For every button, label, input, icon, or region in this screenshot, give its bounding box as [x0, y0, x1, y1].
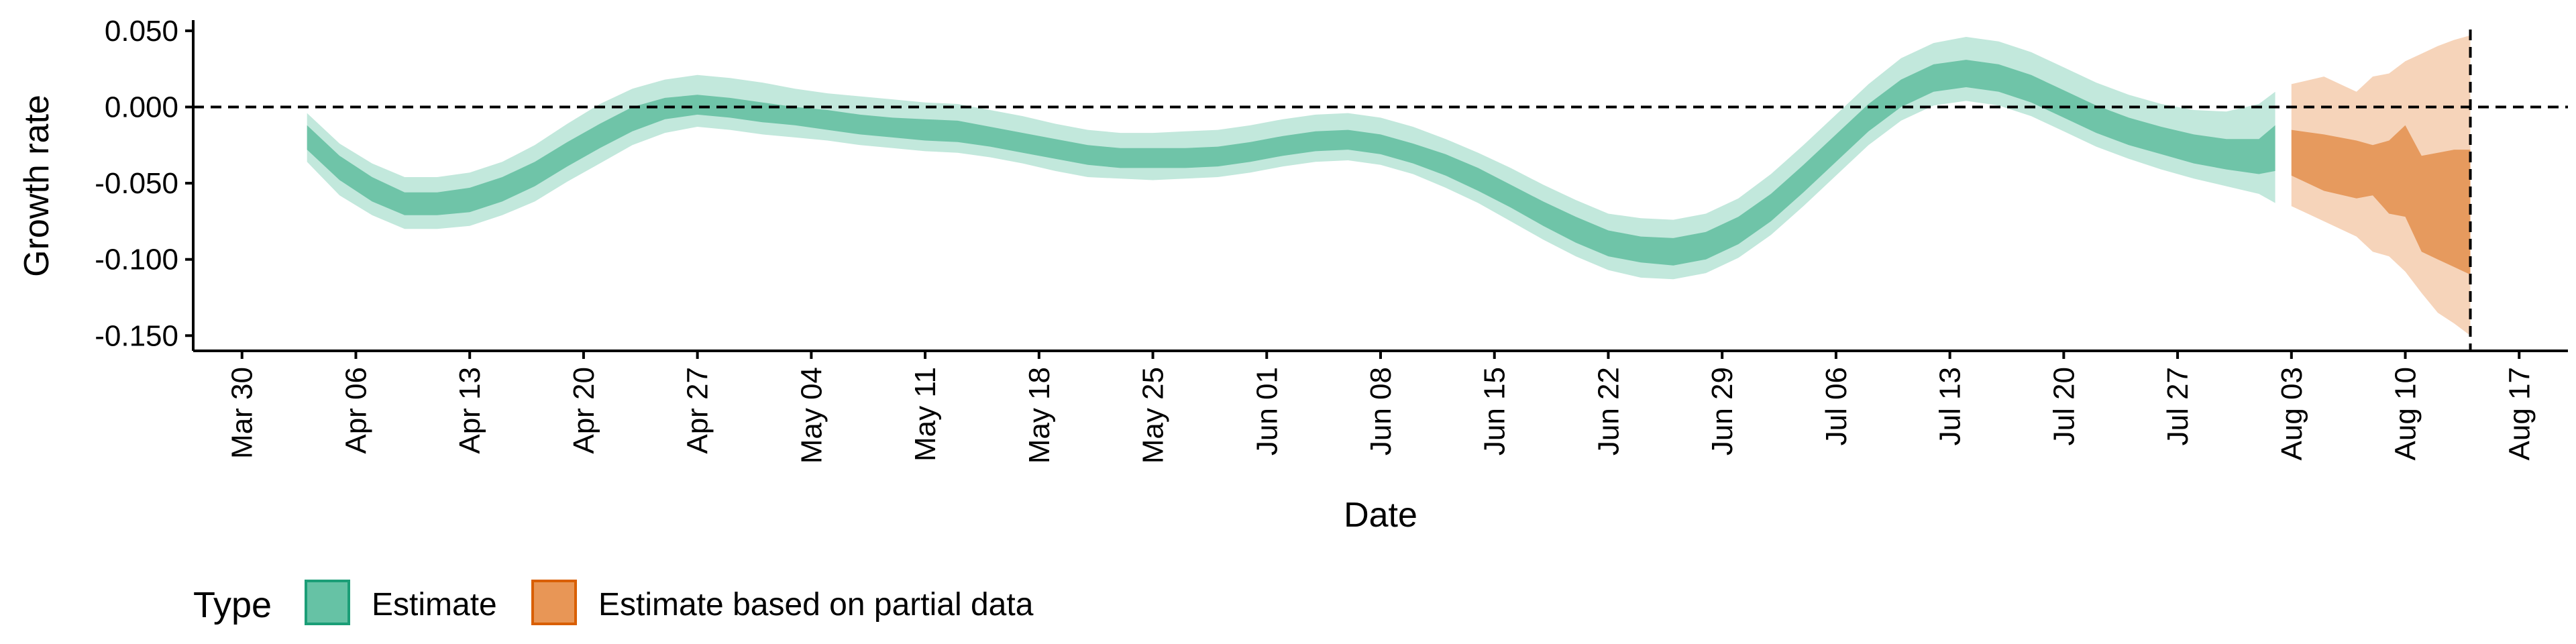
- x-tick-label: Apr 20: [568, 367, 600, 454]
- x-tick-label: Jul 06: [1820, 367, 1853, 445]
- legend-label-estimate: Estimate: [372, 587, 497, 623]
- x-tick-label: Jun 22: [1593, 367, 1625, 455]
- x-tick-label: Aug 17: [2503, 367, 2536, 460]
- x-tick-label: Jun 15: [1479, 367, 1511, 455]
- x-tick-label: Aug 03: [2275, 367, 2308, 460]
- partial-inner-band: [2291, 125, 2471, 275]
- x-tick-label: Jun 29: [1706, 367, 1739, 455]
- y-tick-label: -0.100: [95, 244, 178, 276]
- x-tick-label: May 04: [795, 367, 828, 464]
- x-tick-label: May 25: [1137, 367, 1170, 464]
- x-tick-label: Apr 27: [682, 367, 714, 454]
- x-tick-label: May 11: [909, 367, 942, 462]
- y-tick-label: -0.150: [95, 319, 178, 352]
- y-tick-label: -0.050: [95, 167, 178, 200]
- x-tick-label: Jul 13: [1934, 367, 1967, 445]
- x-tick-label: Apr 06: [340, 367, 373, 454]
- legend-label-partial: Estimate based on partial data: [598, 587, 1034, 623]
- y-axis-title: Growth rate: [17, 95, 56, 277]
- x-tick-label: Apr 13: [453, 367, 486, 454]
- legend-key-partial: [531, 580, 577, 625]
- x-tick-label: Aug 10: [2390, 367, 2422, 460]
- x-tick-label: Jun 01: [1250, 367, 1283, 455]
- x-tick-label: Mar 30: [226, 367, 259, 459]
- legend: Type Estimate Estimate based on partial …: [193, 580, 1034, 625]
- x-tick-label: May 18: [1023, 367, 1056, 464]
- x-axis-ticks: Mar 30 Apr 06 Apr 13 Apr 20 Apr 27 May 04 May …: [226, 351, 2536, 464]
- y-axis-ticks: -0.150 -0.100 -0.050 0.000 0.050: [95, 15, 193, 352]
- legend-title: Type: [193, 585, 272, 625]
- y-tick-label: 0.000: [105, 91, 178, 123]
- y-tick-label: 0.050: [105, 15, 178, 48]
- x-axis-title: Date: [1344, 496, 1417, 535]
- estimate-inner-band: [307, 60, 2275, 266]
- x-tick-label: Jul 27: [2161, 367, 2194, 445]
- estimate-outer-band: [307, 37, 2275, 280]
- x-tick-label: Jul 20: [2047, 367, 2080, 445]
- legend-key-estimate: [305, 580, 350, 625]
- x-tick-label: Jun 08: [1364, 367, 1397, 455]
- reference-lines: [193, 30, 2568, 351]
- ribbon-layer: [307, 35, 2471, 336]
